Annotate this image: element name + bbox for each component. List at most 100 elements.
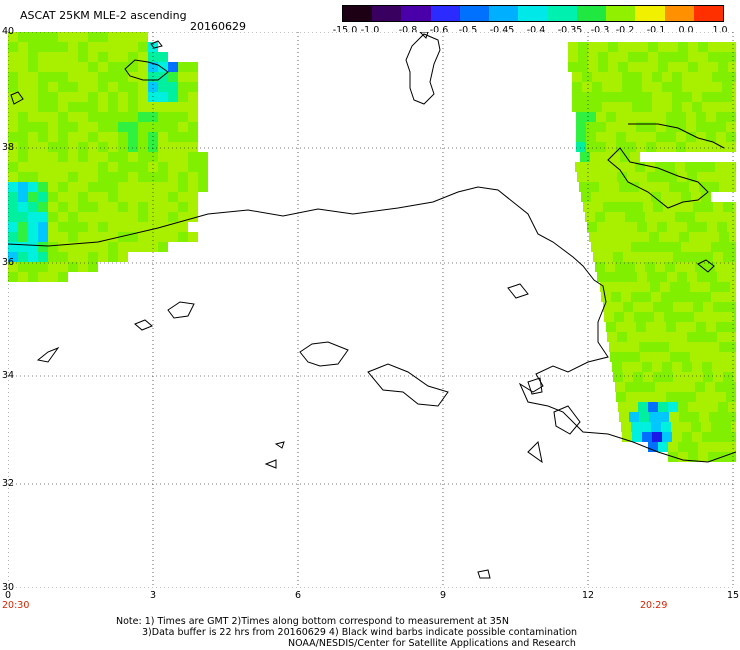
islands-mid-2 — [134, 319, 153, 331]
swath-cell — [128, 242, 138, 252]
swath-cell — [691, 292, 701, 302]
swath-cell — [626, 132, 636, 142]
swath-cell — [178, 162, 188, 172]
colorbar-segment — [606, 6, 636, 21]
swath-cell — [719, 412, 729, 422]
swath-cell — [78, 152, 88, 162]
swath-cell — [8, 42, 18, 52]
swath-cell — [609, 342, 619, 352]
swath-cell — [198, 162, 208, 172]
swath-cell — [709, 342, 719, 352]
swath-cell — [712, 432, 722, 442]
swath-cell — [658, 42, 668, 52]
swath-cell — [579, 182, 589, 192]
swath-cell — [108, 182, 118, 192]
swath-cell — [667, 332, 677, 342]
note-line-1: Note: 1) Times are GMT 2)Times along bot… — [116, 616, 509, 627]
swath-cell — [731, 292, 736, 302]
swath-cell — [38, 42, 48, 52]
swath-cell — [607, 222, 617, 232]
swath-cell — [48, 232, 58, 242]
swath-cell — [705, 262, 715, 272]
sicily — [607, 147, 709, 209]
swath-cell — [48, 42, 58, 52]
swath-cell — [732, 92, 736, 102]
swath-cell — [18, 142, 28, 152]
swath-cell — [18, 92, 28, 102]
swath-cell — [619, 412, 629, 422]
swath-cell — [188, 72, 198, 82]
swath-cell — [68, 72, 78, 82]
swath-cell — [698, 452, 708, 462]
swath-cell — [622, 432, 632, 442]
swath-cell — [704, 312, 714, 322]
swath-cell — [664, 312, 674, 322]
islands-mid-9 — [477, 569, 491, 579]
swath-cell — [138, 52, 148, 62]
swath-cell — [708, 52, 718, 62]
swath-cell — [635, 162, 645, 172]
swath-cell — [48, 252, 58, 262]
swath-cell — [688, 402, 698, 412]
swath-cell — [681, 242, 691, 252]
swath-cell — [633, 252, 643, 262]
swath-cell — [178, 102, 188, 112]
swath-cell — [68, 222, 78, 232]
swath-cell — [706, 112, 716, 122]
swath-cell — [38, 212, 48, 222]
swath-cell — [727, 222, 736, 232]
swath-cell — [682, 82, 692, 92]
swath-cell — [188, 132, 198, 142]
swath-cell — [729, 182, 736, 192]
swath-cell — [732, 432, 736, 442]
swath-cell — [572, 72, 582, 82]
swath-cell — [728, 42, 736, 52]
swath-cell — [724, 312, 734, 322]
swath-cell — [642, 432, 652, 442]
swath-cell — [118, 122, 128, 132]
swath-cell — [641, 192, 651, 202]
swath-cell — [78, 252, 88, 262]
swath-cell — [98, 252, 108, 262]
swath-cell — [621, 292, 631, 302]
swath-cell — [661, 242, 671, 252]
colorbar-segment — [693, 6, 724, 21]
swath-cell — [617, 172, 627, 182]
swath-cell — [651, 242, 661, 252]
swath-cell — [653, 252, 663, 262]
swath-cell — [138, 242, 148, 252]
swath-cell — [8, 202, 18, 212]
swath-cell — [108, 242, 118, 252]
swath-cell — [676, 392, 686, 402]
swath-cell — [707, 172, 717, 182]
swath-cell — [699, 232, 709, 242]
swath-cell — [28, 182, 38, 192]
north-africa-coast — [8, 186, 736, 463]
swath-cell — [88, 52, 98, 62]
swath-cell — [643, 202, 653, 212]
swath-cell — [8, 132, 18, 142]
swath-cell — [652, 432, 662, 442]
swath-cell — [48, 172, 58, 182]
swath-cell — [98, 162, 108, 172]
swath-cell — [679, 412, 689, 422]
swath-cell — [625, 262, 635, 272]
swath-cell — [659, 182, 669, 192]
swath-cell — [38, 32, 48, 42]
swath-cell — [58, 232, 68, 242]
swath-cell — [118, 52, 128, 62]
swath-cell — [78, 192, 88, 202]
swath-cell — [672, 362, 682, 372]
swath-cell — [38, 252, 48, 262]
swath-cell — [713, 202, 723, 212]
swath-cell — [128, 102, 138, 112]
colorbar-label: -0.2 — [615, 25, 635, 36]
swath-cell — [629, 182, 639, 192]
swath-cell — [98, 212, 108, 222]
swath-cell — [48, 32, 58, 42]
swath-cell — [138, 132, 148, 142]
swath-cell — [714, 312, 724, 322]
swath-cell — [702, 102, 712, 112]
swath-cell — [618, 42, 628, 52]
swath-cell — [678, 52, 688, 62]
